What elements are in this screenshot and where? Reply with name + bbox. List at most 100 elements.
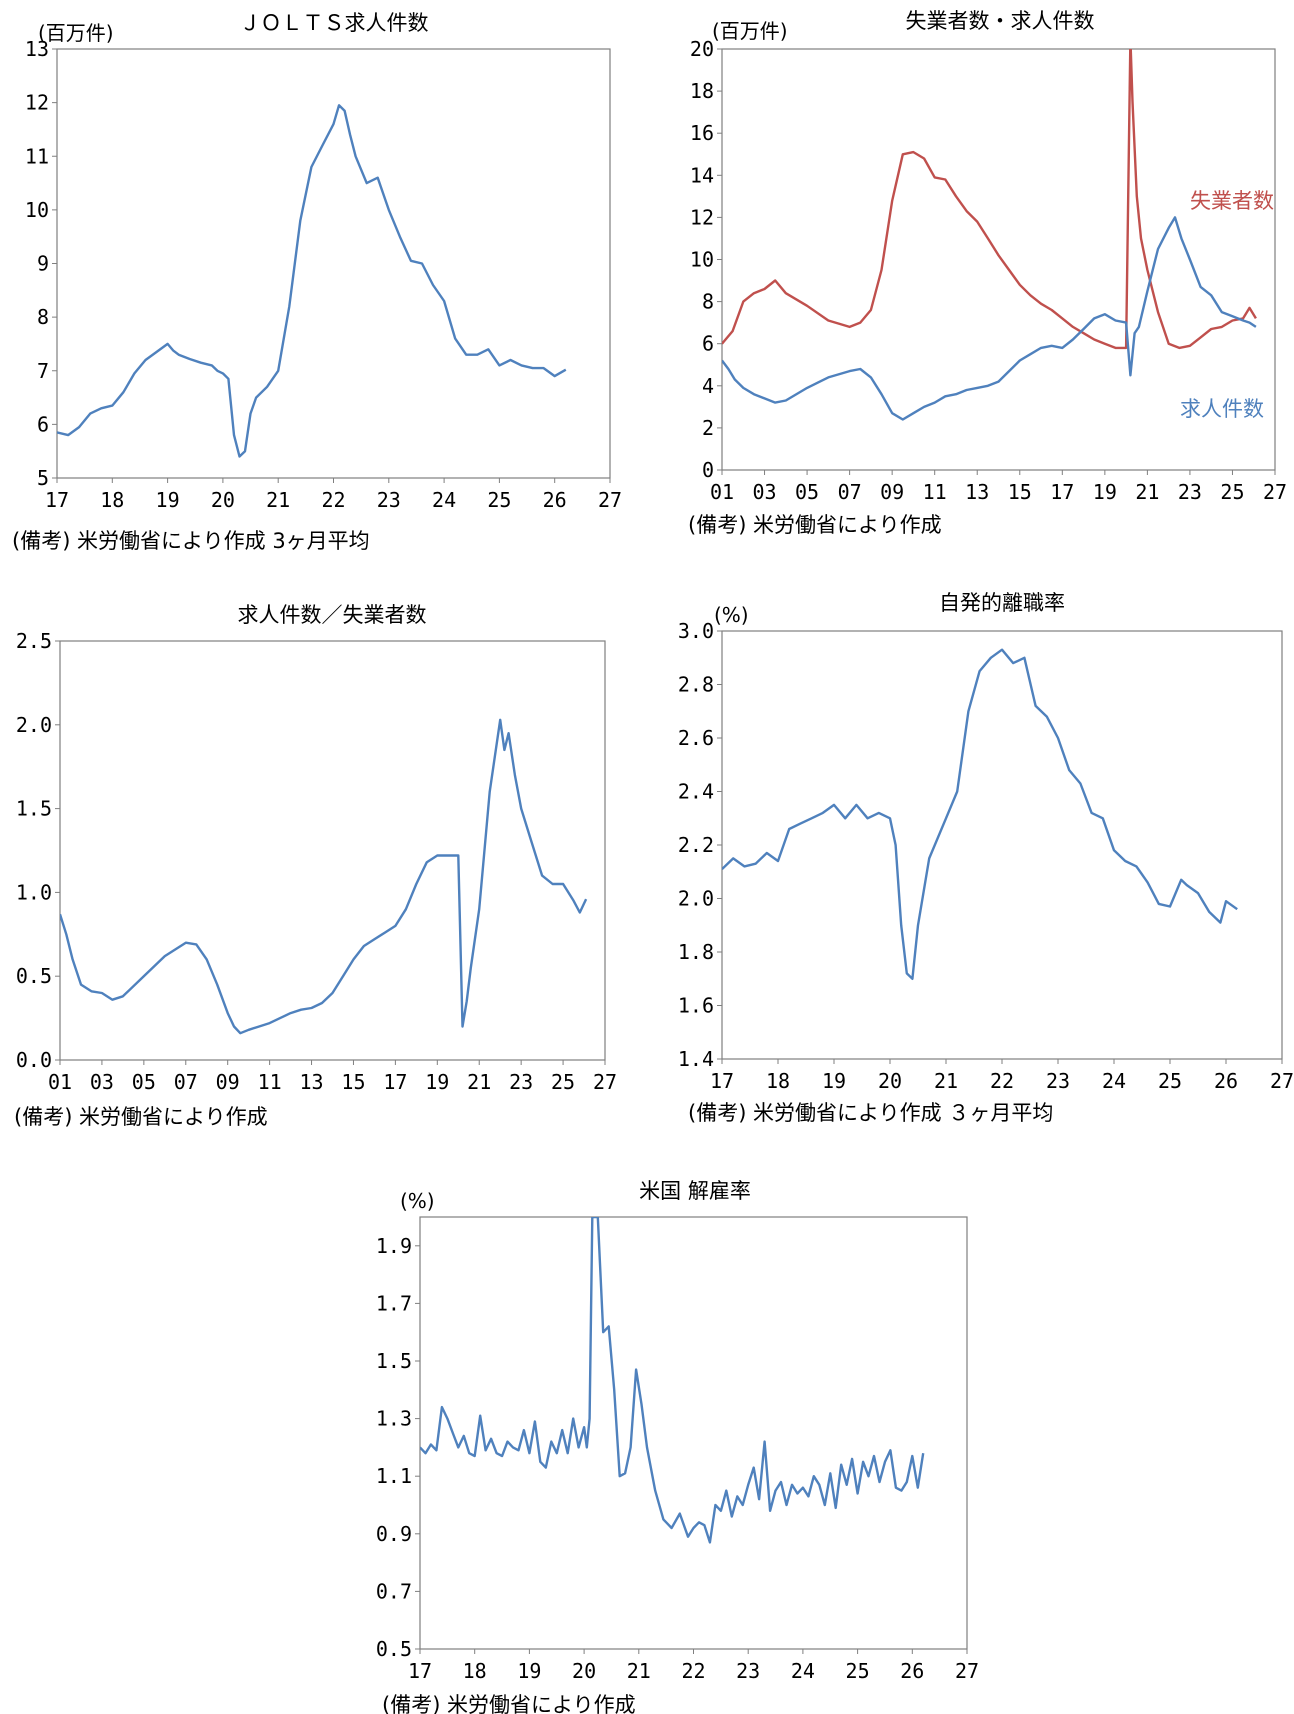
chart-layoffs: 米国 解雇率 (%) 0.5 0.7 0.9 1.1 1.3 1.5 1.7 1.9 17 18 19 2…: [376, 1179, 979, 1714]
x-tick-label: 17: [710, 1069, 734, 1093]
x-tick-label: 20: [878, 1069, 902, 1093]
y-tick-label: 8: [702, 290, 714, 314]
x-tick-label: 24: [432, 488, 456, 512]
y-tick-label: 11: [25, 144, 49, 168]
x-tick-label: 11: [258, 1070, 282, 1094]
y-tick-label: 1.5: [16, 797, 52, 821]
y-tick-label: 6: [702, 332, 714, 356]
x-tick-label: 25: [1158, 1069, 1182, 1093]
x-tick-label: 17: [383, 1070, 407, 1094]
y-tick-label: 1.6: [678, 994, 714, 1018]
y-tick-label: 14: [690, 163, 714, 187]
x-tick-label: 01: [48, 1070, 72, 1094]
x-tick-label: 23: [509, 1070, 533, 1094]
y-tick-label: 10: [25, 198, 49, 222]
x-tick-label: 23: [736, 1659, 760, 1683]
y-tick-label: 2.6: [678, 726, 714, 750]
y-tick-label: 0: [702, 458, 714, 482]
x-tick-label: 19: [425, 1070, 449, 1094]
chart-quits: 自発的離職率 (%) 1.4 1.6 1.8 2.0 2.2 2.4 2.6 2.8 3.0 17 18…: [678, 591, 1294, 1125]
y-tick-label: 1.4: [678, 1047, 714, 1071]
x-tick-label: 25: [551, 1070, 575, 1094]
chart-jolts: ＪＯＬＴＳ求人件数 (百万件) 5 6 7 8 9 10 11 12 13 17 18 19 20 21 22 2…: [12, 11, 622, 553]
series-line-0: [57, 104, 567, 458]
y-tick-label: 8: [37, 305, 49, 329]
x-tick-label: 05: [795, 480, 819, 504]
x-tick-label: 27: [598, 488, 622, 512]
x-tick-label: 19: [1093, 480, 1117, 504]
series-label: 失業者数: [1190, 189, 1274, 213]
x-tick-label: 27: [593, 1070, 617, 1094]
chart-ratio: 求人件数／失業者数 0.0 0.5 1.0 1.5 2.0 2.5 01 03 05 07 09 11 1…: [14, 603, 617, 1129]
x-tick-label: 11: [923, 480, 947, 504]
x-tick-label: 22: [990, 1069, 1014, 1093]
x-tick-label: 20: [572, 1659, 596, 1683]
x-tick-label: 24: [791, 1659, 815, 1683]
y-tick-label: 2: [702, 416, 714, 440]
y-tick-label: 0.9: [376, 1522, 412, 1546]
x-tick-label: 25: [487, 488, 511, 512]
y-tick-label: 1.9: [376, 1234, 412, 1258]
chart-title: 米国 解雇率: [639, 1179, 751, 1203]
y-tick-label: 6: [37, 412, 49, 436]
y-tick-label: 1.0: [16, 880, 52, 904]
x-tick-label: 25: [1220, 480, 1244, 504]
y-tick-label: 0.7: [376, 1579, 412, 1603]
x-tick-label: 27: [1270, 1069, 1294, 1093]
x-tick-label: 19: [822, 1069, 846, 1093]
y-tick-label: 0.0: [16, 1048, 52, 1072]
x-tick-label: 13: [299, 1070, 323, 1094]
plot-frame: [59, 640, 606, 1061]
unit-label: (%): [714, 603, 749, 627]
series-line-0: [60, 718, 588, 1035]
x-tick-label: 15: [1008, 480, 1032, 504]
x-tick-label: 07: [838, 480, 862, 504]
source-note: (備考) 米労働省により作成: [14, 1105, 268, 1129]
y-tick-label: 1.7: [376, 1291, 412, 1315]
source-note: (備考) 米労働省により作成: [382, 1693, 636, 1714]
y-tick-label: 1.8: [678, 940, 714, 964]
y-tick-label: 1.1: [376, 1464, 412, 1488]
source-note: (備考) 米労働省により作成 ３ヶ月平均: [688, 1101, 1053, 1125]
series-line-named-1: [722, 216, 1257, 421]
chart-title: 失業者数・求人件数: [906, 9, 1095, 33]
x-tick-label: 17: [1050, 480, 1074, 504]
x-tick-label: 23: [1178, 480, 1202, 504]
x-tick-label: 15: [341, 1070, 365, 1094]
y-tick-label: 0.5: [16, 964, 52, 988]
x-tick-label: 26: [900, 1659, 924, 1683]
plot-frame: [56, 48, 611, 479]
chart-title: 求人件数／失業者数: [238, 603, 427, 627]
x-tick-label: 18: [766, 1069, 790, 1093]
x-tick-label: 21: [467, 1070, 491, 1094]
x-tick-label: 18: [100, 488, 124, 512]
x-tick-label: 23: [377, 488, 401, 512]
chart-unemp: 失業者数・求人件数 (百万件) 0 2 4 6 8 10 12 14 16 18 20 01 03 05 07 0…: [688, 9, 1287, 537]
y-tick-label: 2.8: [678, 673, 714, 697]
y-tick-label: 0.5: [376, 1637, 412, 1661]
x-tick-label: 09: [880, 480, 904, 504]
y-tick-label: 10: [690, 248, 714, 272]
x-tick-label: 25: [846, 1659, 870, 1683]
y-tick-label: 1.5: [376, 1349, 412, 1373]
x-tick-label: 27: [955, 1659, 979, 1683]
series-label: 求人件数: [1180, 397, 1264, 421]
x-tick-label: 09: [216, 1070, 240, 1094]
y-tick-label: 16: [690, 121, 714, 145]
unit-label: (百万件): [712, 19, 788, 43]
y-tick-label: 2.2: [678, 833, 714, 857]
x-tick-label: 17: [408, 1659, 432, 1683]
x-tick-label: 21: [1135, 480, 1159, 504]
y-tick-label: 1.3: [376, 1407, 412, 1431]
plot-frame: [721, 630, 1283, 1060]
x-tick-label: 20: [211, 488, 235, 512]
x-tick-label: 01: [710, 480, 734, 504]
x-tick-label: 13: [965, 480, 989, 504]
y-tick-label: 18: [690, 79, 714, 103]
x-tick-label: 05: [132, 1070, 156, 1094]
unit-label: (%): [400, 1189, 435, 1213]
y-tick-label: 12: [25, 91, 49, 115]
series-line-0: [420, 1217, 925, 1544]
y-tick-label: 2.4: [678, 780, 714, 804]
